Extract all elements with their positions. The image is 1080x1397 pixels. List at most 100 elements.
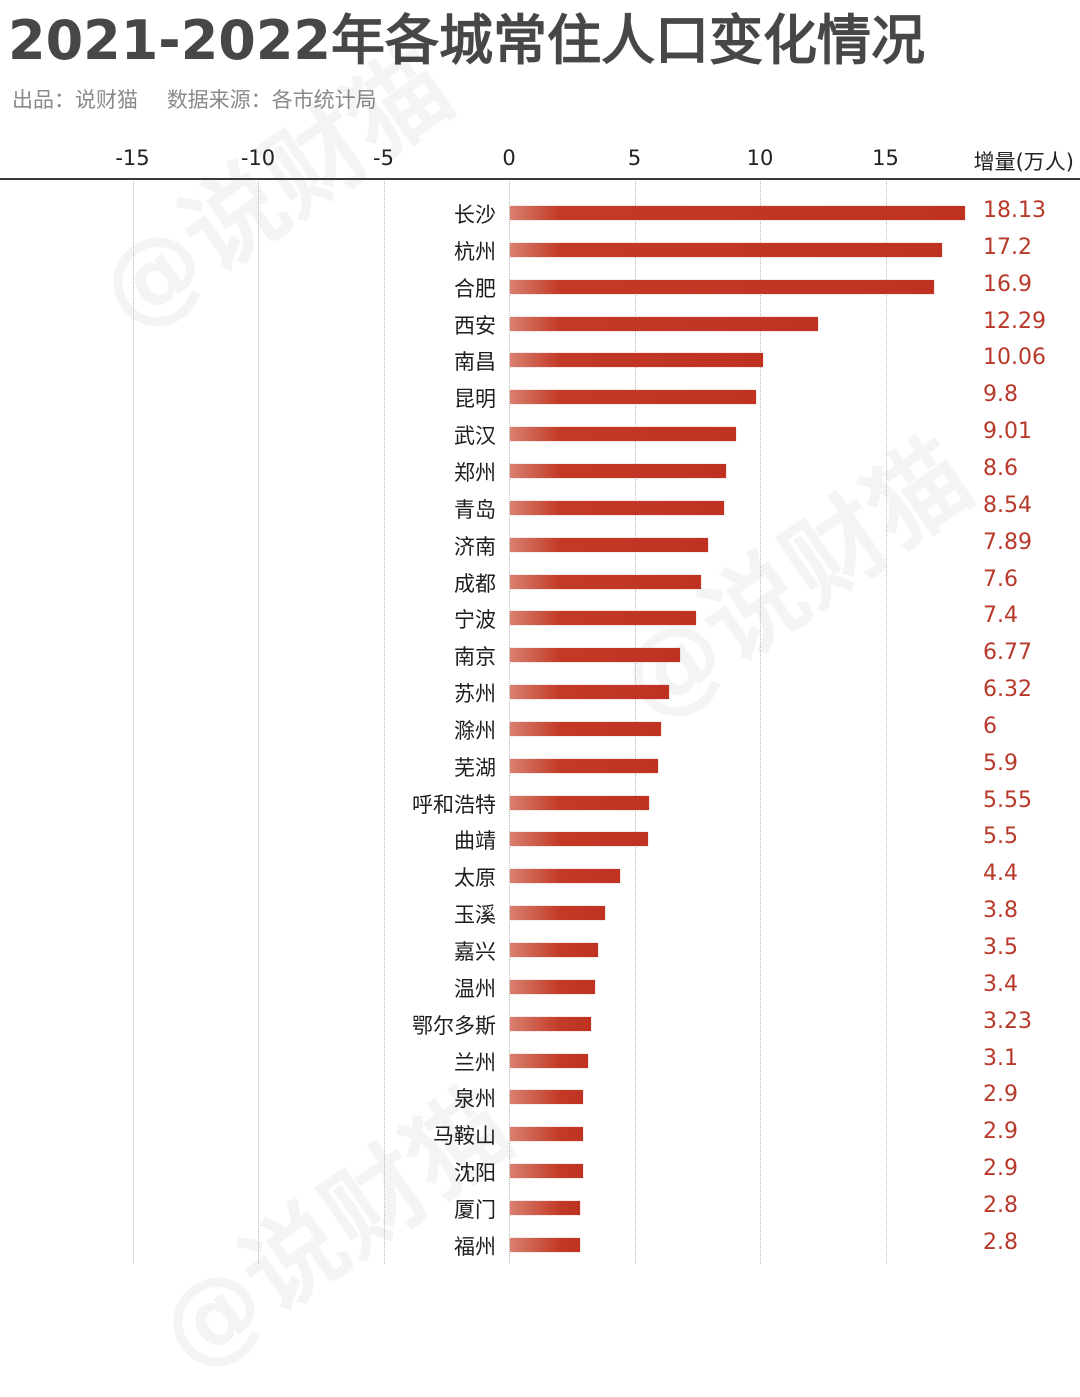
bar-row: 曲靖 5.5: [0, 821, 1080, 857]
gridline: [384, 181, 385, 1264]
bar-row: 长沙 18.13: [0, 195, 1080, 231]
city-label: 杭州: [454, 239, 496, 264]
value-label: 8.54: [983, 492, 1032, 518]
bar: [510, 500, 725, 515]
value-label: 2.9: [983, 1119, 1018, 1145]
bar: [510, 1016, 592, 1031]
bar-row: 滁州 6: [0, 711, 1080, 747]
bar-row: 温州 3.4: [0, 969, 1080, 1005]
chart-subtitle: 出品：说财猫 数据来源：各市统计局: [12, 84, 399, 114]
city-label: 泉州: [454, 1087, 496, 1112]
value-label: 10.06: [983, 345, 1046, 371]
city-label: 济南: [454, 534, 496, 559]
producer-credit: 出品：说财猫: [12, 88, 138, 112]
city-label: 南京: [454, 645, 496, 670]
city-label: 嘉兴: [454, 940, 496, 964]
city-label: 鄂尔多斯: [412, 1013, 496, 1038]
bar-row: 郑州 8.6: [0, 453, 1080, 489]
value-label: 16.9: [983, 271, 1032, 297]
value-label: 7.6: [983, 566, 1018, 592]
value-label: 5.9: [983, 750, 1018, 776]
city-label: 苏州: [454, 682, 496, 707]
bar: [510, 316, 819, 331]
value-label: 9.8: [983, 382, 1018, 408]
bar-row: 苏州 6.32: [0, 674, 1080, 710]
city-label: 青岛: [454, 497, 496, 522]
value-label: 7.89: [983, 529, 1032, 555]
bar: [510, 685, 669, 700]
bar-row: 武汉 9.01: [0, 416, 1080, 452]
city-label: 芜湖: [454, 755, 496, 780]
bar-row: 玉溪 3.8: [0, 895, 1080, 931]
x-tick-label: -5: [373, 146, 394, 170]
value-label: 5.55: [983, 787, 1032, 813]
city-label: 温州: [454, 976, 496, 1001]
city-label: 武汉: [454, 424, 496, 449]
value-label: 3.1: [983, 1045, 1018, 1071]
value-label: 17.2: [983, 234, 1032, 260]
bar-row: 宁波 7.4: [0, 600, 1080, 636]
gridline: [509, 181, 510, 1264]
x-tick-label: -15: [115, 146, 150, 170]
bar-row: 青岛 8.54: [0, 490, 1080, 526]
bar: [510, 795, 650, 810]
bar: [510, 611, 696, 626]
bar: [510, 869, 621, 884]
value-label: 6.32: [983, 677, 1032, 703]
city-label: 呼和浩特: [412, 792, 496, 817]
city-label: 长沙: [454, 203, 496, 227]
bar-row: 鄂尔多斯 3.23: [0, 1006, 1080, 1042]
city-label: 马鞍山: [433, 1124, 496, 1149]
x-tick-label: -10: [240, 146, 276, 170]
city-label: 福州: [454, 1234, 496, 1259]
bar: [510, 574, 701, 589]
city-label: 南昌: [454, 350, 496, 375]
value-label: 5.5: [983, 824, 1018, 850]
bar: [510, 758, 659, 773]
bar: [510, 979, 596, 994]
bar: [510, 721, 661, 736]
bar: [510, 1237, 581, 1252]
value-label: 6: [983, 713, 997, 739]
bar: [510, 906, 606, 921]
city-label: 曲靖: [454, 829, 496, 854]
x-tick-label: 10: [746, 146, 774, 170]
value-label: 2.8: [983, 1192, 1018, 1218]
value-label: 2.9: [983, 1156, 1018, 1182]
bar-row: 合肥 16.9: [0, 269, 1080, 305]
bar-row: 太原 4.4: [0, 858, 1080, 894]
bar-row: 兰州 3.1: [0, 1043, 1080, 1079]
gridline: [258, 181, 259, 1264]
bar-row: 西安 12.29: [0, 306, 1080, 342]
bar: [510, 390, 756, 405]
city-label: 宁波: [454, 608, 496, 633]
bar: [510, 427, 737, 442]
gridline: [760, 181, 761, 1264]
value-label: 18.13: [983, 198, 1046, 223]
bar-row: 南昌 10.06: [0, 342, 1080, 378]
value-label: 3.23: [983, 1008, 1032, 1034]
x-tick-label: 5: [627, 146, 642, 170]
chart-title: 2021-2022年各城常住人口变化情况: [8, 9, 925, 72]
bar: [510, 242, 942, 257]
city-label: 合肥: [454, 276, 496, 301]
bar: [510, 1053, 588, 1068]
value-label: 4.4: [983, 861, 1018, 887]
x-tick-label: 0: [502, 146, 516, 170]
city-label: 西安: [454, 313, 496, 338]
gridline: [886, 181, 887, 1264]
value-label: 8.6: [983, 455, 1018, 481]
bar-row: 济南 7.89: [0, 527, 1080, 563]
city-label: 昆明: [454, 387, 496, 412]
bar-row: 成都 7.6: [0, 564, 1080, 600]
bar-row: 马鞍山 2.9: [0, 1116, 1080, 1152]
value-label: 2.8: [983, 1229, 1018, 1255]
value-label: 7.4: [983, 603, 1018, 629]
bar-row: 厦门 2.8: [0, 1190, 1080, 1226]
bar: [510, 1090, 583, 1105]
bar: [510, 353, 763, 368]
bar-row: 沈阳 2.9: [0, 1153, 1080, 1189]
city-label: 郑州: [454, 460, 496, 485]
city-label: 沈阳: [454, 1161, 496, 1186]
city-label: 太原: [454, 866, 496, 891]
